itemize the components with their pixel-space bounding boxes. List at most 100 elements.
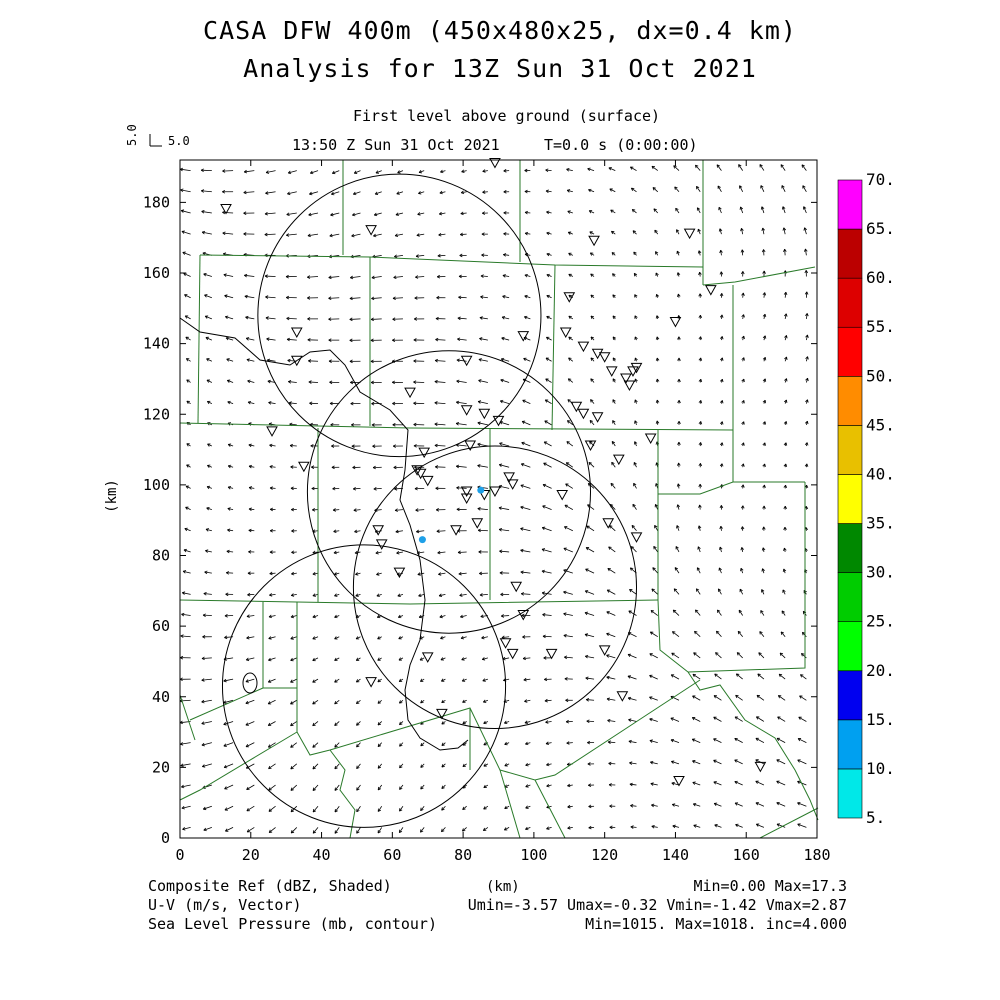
wind-vector-head xyxy=(333,550,337,555)
wind-vector xyxy=(500,379,510,383)
wind-vector-head xyxy=(783,291,788,296)
wind-vector xyxy=(502,657,510,660)
wind-vector xyxy=(651,165,658,171)
wind-vector xyxy=(438,572,446,575)
wind-vector-head xyxy=(755,737,759,742)
wind-vector-head xyxy=(456,358,460,363)
wind-vector-head xyxy=(203,827,207,832)
wind-vector-head xyxy=(525,784,529,788)
x-tick-label: 0 xyxy=(175,846,184,864)
wind-vector-head xyxy=(418,191,422,195)
wind-vector xyxy=(420,805,425,811)
wind-vector-head xyxy=(355,700,360,705)
wind-vector xyxy=(399,742,404,747)
wind-vector xyxy=(482,191,488,193)
wind-vector-head xyxy=(203,272,207,277)
wind-vector xyxy=(398,827,404,833)
wind-vector-head xyxy=(377,678,381,683)
valid-time-label: 13:50 Z Sun 31 Oct 2021 xyxy=(292,136,500,154)
wind-vector xyxy=(227,486,234,489)
wind-vector-head xyxy=(420,700,424,704)
wind-vector-head xyxy=(566,420,571,424)
wind-vector xyxy=(245,316,255,320)
wind-vector-head xyxy=(480,295,484,299)
wind-vector-head xyxy=(783,421,788,425)
wind-vector-head xyxy=(334,808,338,813)
wind-vector-head xyxy=(735,823,739,828)
wind-vector xyxy=(698,525,701,531)
wind-vector-head xyxy=(480,274,484,278)
wind-vector-head xyxy=(201,210,205,214)
wind-vector-head xyxy=(349,359,353,364)
wind-vector-head xyxy=(370,380,374,385)
wind-vector-head xyxy=(329,401,333,406)
wind-vector-head xyxy=(268,614,272,619)
wind-vector xyxy=(713,695,722,701)
wind-vector-head xyxy=(587,762,591,766)
wind-vector xyxy=(245,742,255,748)
wind-vector-head xyxy=(329,380,333,385)
wind-vector-head xyxy=(265,316,269,320)
wind-vector-head xyxy=(734,780,738,785)
wind-vector-head xyxy=(799,695,803,699)
wind-vector xyxy=(629,783,637,786)
wind-vector-head xyxy=(287,191,291,196)
wind-vector-head xyxy=(420,678,424,682)
wind-vector xyxy=(499,550,510,553)
wind-vector-head xyxy=(590,336,594,340)
wind-vector xyxy=(225,337,234,341)
wind-vector xyxy=(695,164,701,171)
wind-vector-head xyxy=(204,315,209,319)
wind-vector-head xyxy=(611,461,615,466)
wind-vector xyxy=(456,487,467,489)
wind-vector-head xyxy=(248,443,252,448)
station-marker xyxy=(298,461,310,473)
wind-vector-head xyxy=(266,337,270,341)
wind-vector-head xyxy=(611,230,615,235)
wind-vector-head xyxy=(456,400,460,405)
wind-vector-head xyxy=(719,400,724,404)
wind-vector-head xyxy=(651,588,655,592)
wind-vector-head xyxy=(520,548,524,553)
ref-vector-label: 5.0 xyxy=(168,134,190,148)
wind-vector-head xyxy=(740,228,744,232)
wind-vector xyxy=(183,570,191,574)
wind-vector-head xyxy=(264,232,268,237)
wind-vector-head xyxy=(462,720,466,725)
colorbar-label: 45. xyxy=(866,415,895,434)
wind-vector xyxy=(740,206,744,214)
wind-vector-head xyxy=(692,695,696,699)
wind-vector xyxy=(781,185,786,192)
footer-stats2: Umin=-3.57 Umax=-0.32 Vmin=-1.42 Vmax=2.… xyxy=(468,896,847,914)
wind-vector xyxy=(290,699,297,705)
wind-vector-head xyxy=(290,766,294,770)
wind-vector xyxy=(479,338,488,341)
wind-vector xyxy=(523,358,531,362)
wind-vector xyxy=(456,444,467,447)
wind-vector xyxy=(356,678,361,683)
wind-vector-head xyxy=(374,191,379,195)
wind-vector xyxy=(206,486,212,489)
wind-vector-head xyxy=(649,674,653,679)
station-marker xyxy=(460,486,473,497)
wind-vector xyxy=(609,525,616,532)
wind-vector-head xyxy=(312,744,316,748)
y-tick-label: 100 xyxy=(143,476,170,494)
wind-vector xyxy=(180,763,191,767)
wind-vector xyxy=(784,249,786,256)
x-tick-label: 20 xyxy=(242,846,260,864)
wind-vector xyxy=(734,759,743,765)
wind-vector-head xyxy=(546,231,550,236)
wind-vector-head xyxy=(328,338,332,342)
wind-vector-head xyxy=(741,335,745,340)
wind-vector xyxy=(778,673,786,680)
wind-vector xyxy=(267,721,276,726)
wind-vector xyxy=(246,827,255,833)
wind-vector xyxy=(205,528,212,532)
wind-vector-head xyxy=(498,506,502,510)
wind-vector-head xyxy=(759,164,763,168)
wind-vector-head xyxy=(719,442,724,446)
wind-vector-head xyxy=(545,357,550,361)
wind-vector xyxy=(202,763,212,768)
wind-vector-head xyxy=(307,317,311,321)
